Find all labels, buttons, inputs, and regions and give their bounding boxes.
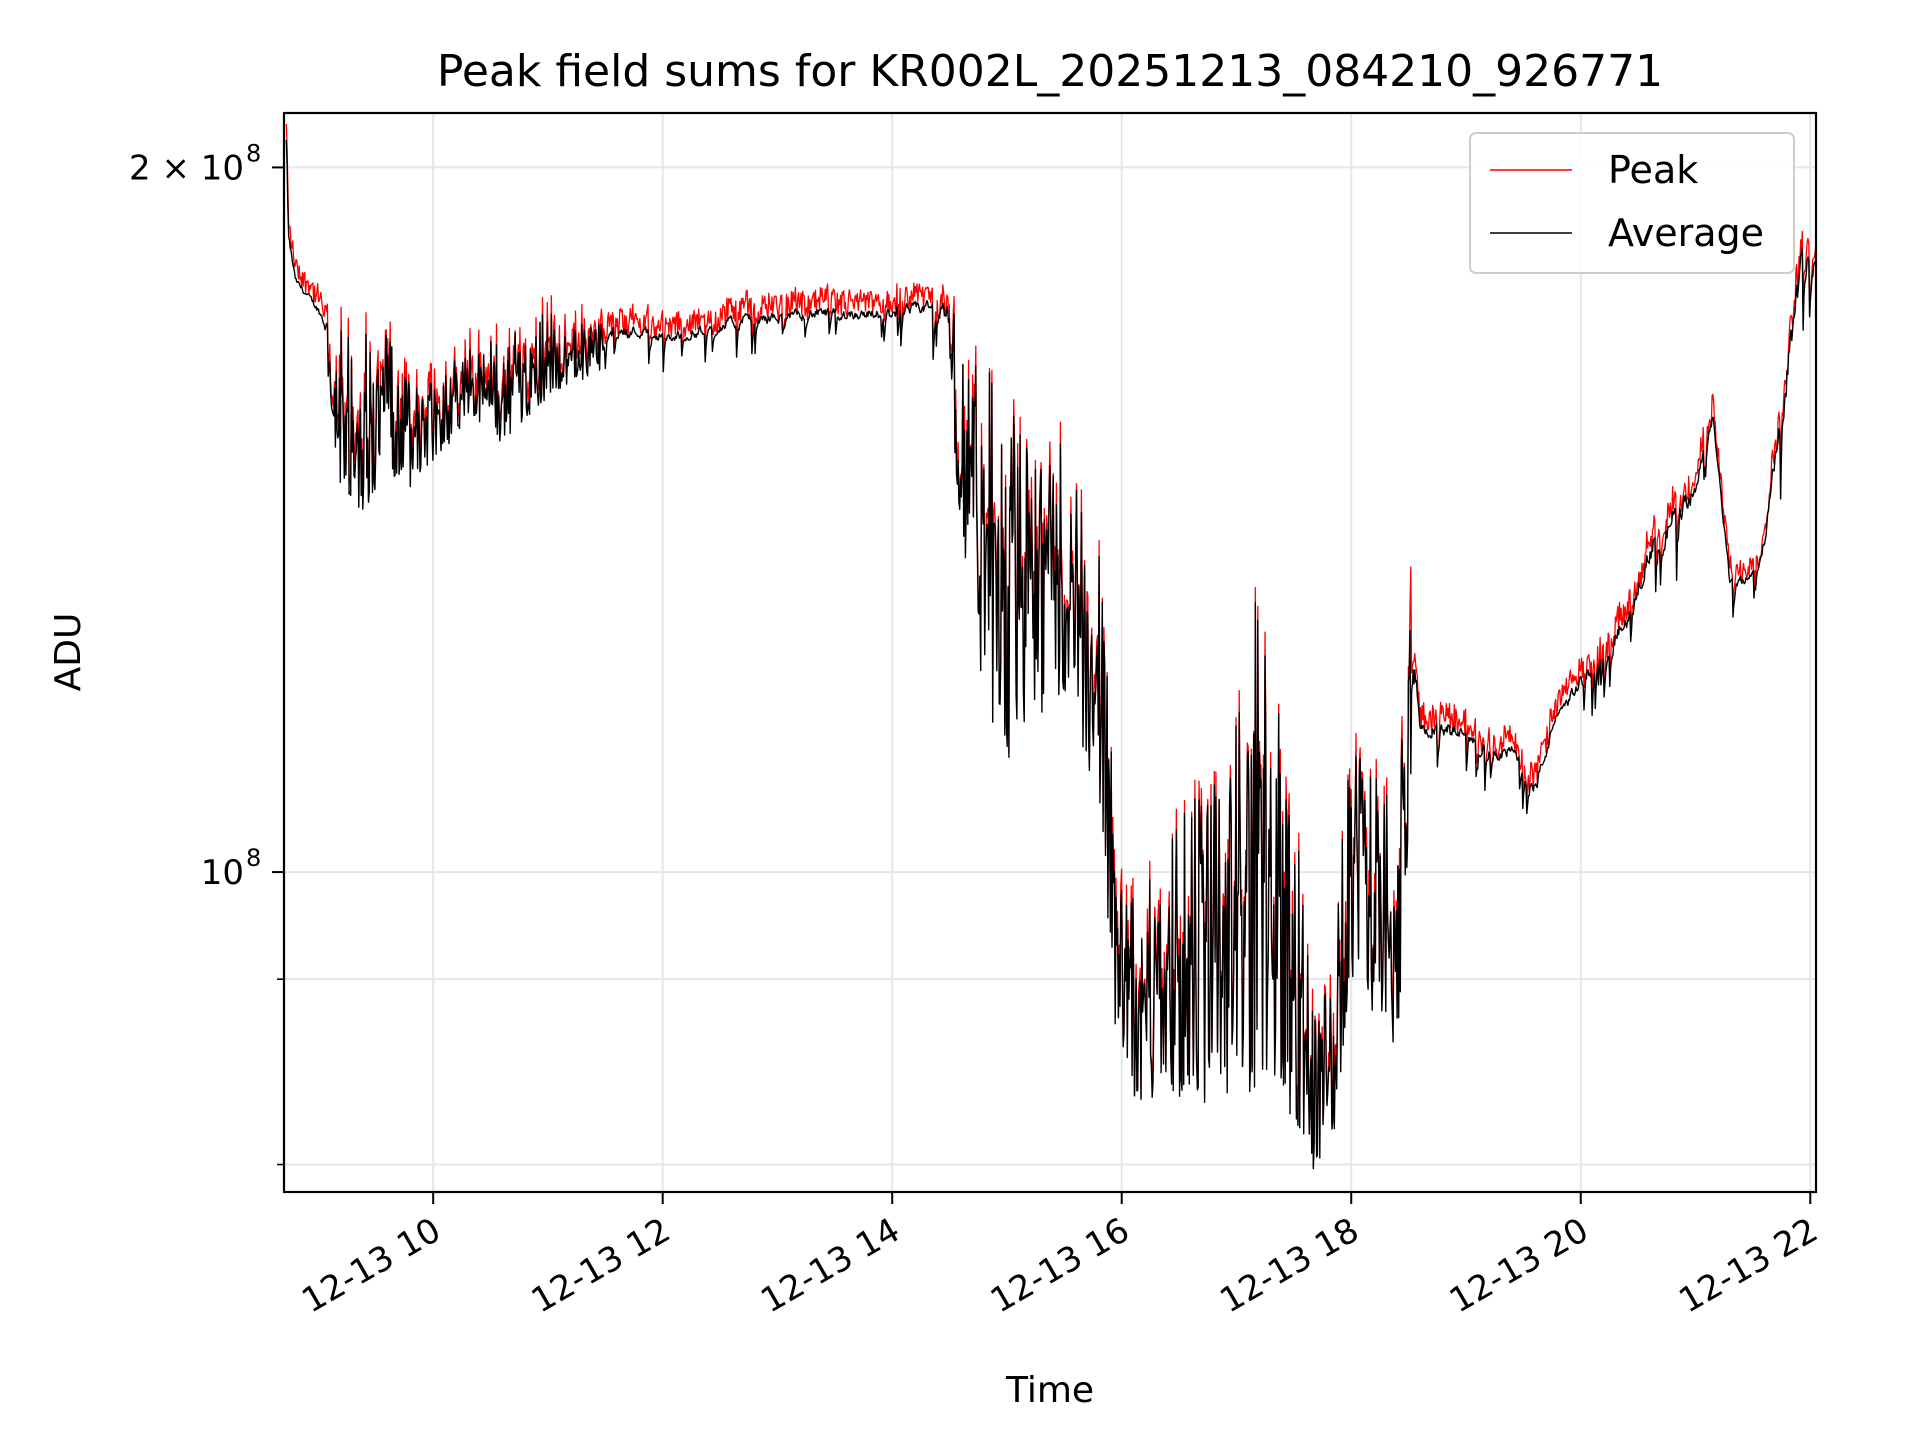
y-tick-label: 10 [201, 853, 244, 893]
legend-label-peak: Peak [1608, 148, 1698, 192]
legend: Peak Average [1469, 132, 1795, 274]
average-series-line [285, 139, 1816, 1170]
grid [284, 113, 1816, 1192]
legend-label-average: Average [1608, 211, 1764, 255]
legend-frame [1469, 132, 1795, 274]
plot-frame [282, 111, 1818, 1194]
x-axis-label: Time [1005, 1370, 1094, 1411]
y-tick-exponent: 8 [246, 844, 261, 872]
y-tick-exponent: 8 [246, 139, 261, 167]
chart-title: Peak field sums for KR002L_20251213_0842… [437, 46, 1663, 97]
y-axis-label: ADU [48, 613, 89, 692]
series-layer [285, 123, 1816, 1170]
y-axis: 10 82 × 10 8 [129, 139, 284, 1166]
y-tick-label: 2 × 10 [129, 148, 244, 188]
